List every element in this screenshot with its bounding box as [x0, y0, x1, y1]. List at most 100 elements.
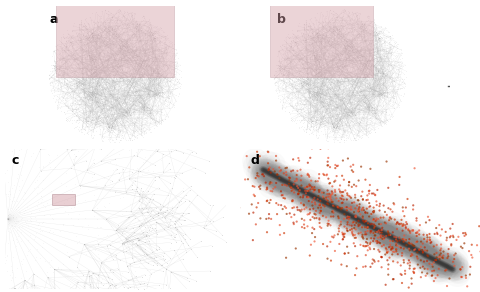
Point	[392, 237, 400, 241]
Point	[154, 71, 162, 76]
Point	[110, 121, 118, 126]
Point	[13, 239, 21, 244]
Point	[274, 175, 281, 180]
Point	[64, 90, 72, 95]
Point	[163, 261, 171, 265]
Point	[358, 33, 366, 38]
Point	[343, 211, 350, 216]
Point	[307, 187, 315, 192]
Point	[385, 227, 393, 232]
Point	[365, 205, 373, 209]
Point	[348, 213, 355, 218]
Point	[408, 233, 416, 238]
Point	[354, 39, 361, 44]
Point	[93, 35, 100, 40]
Point	[375, 116, 383, 121]
Point	[339, 210, 347, 215]
Point	[83, 121, 91, 125]
Point	[126, 112, 133, 116]
Point	[125, 119, 132, 124]
Point	[333, 121, 341, 126]
Point	[161, 40, 168, 44]
Point	[17, 259, 25, 263]
Point	[292, 185, 300, 189]
Point	[302, 97, 310, 101]
Point	[293, 182, 300, 187]
Point	[385, 228, 393, 233]
Point	[387, 207, 395, 212]
Point	[397, 263, 405, 268]
Point	[162, 68, 170, 72]
Point	[300, 188, 307, 193]
Point	[313, 31, 321, 36]
Point	[279, 178, 287, 182]
Point	[350, 216, 358, 221]
Point	[120, 115, 127, 120]
Point	[423, 255, 431, 260]
Point	[83, 80, 91, 85]
Point	[431, 251, 439, 256]
Point	[383, 110, 390, 115]
Point	[370, 217, 378, 221]
Point	[413, 246, 420, 251]
Point	[257, 130, 265, 134]
Point	[402, 205, 410, 210]
Point	[158, 263, 166, 267]
Point	[133, 189, 141, 194]
Point	[336, 196, 344, 201]
Point	[151, 93, 158, 98]
Point	[269, 173, 277, 177]
Point	[137, 58, 144, 63]
Point	[2, 192, 10, 197]
Point	[140, 69, 148, 74]
Point	[359, 47, 366, 52]
Point	[94, 251, 101, 256]
Point	[86, 90, 94, 94]
Point	[296, 186, 303, 191]
Point	[55, 56, 63, 61]
Point	[31, 215, 38, 219]
Point	[310, 127, 317, 132]
Point	[375, 74, 383, 79]
Point	[165, 60, 173, 64]
Point	[27, 154, 35, 158]
Point	[406, 229, 413, 234]
Point	[305, 49, 312, 53]
Point	[405, 244, 413, 248]
Point	[380, 232, 388, 237]
Point	[347, 42, 354, 47]
Point	[394, 239, 401, 244]
Point	[303, 184, 311, 189]
Point	[15, 130, 23, 135]
Point	[136, 128, 144, 133]
Point	[300, 125, 308, 129]
Point	[336, 207, 343, 212]
Point	[365, 132, 372, 136]
Point	[62, 44, 70, 48]
Point	[324, 194, 332, 199]
Point	[314, 58, 322, 62]
Point	[301, 51, 309, 56]
Point	[86, 55, 94, 59]
Point	[348, 22, 356, 27]
Point	[143, 210, 151, 214]
Point	[296, 57, 304, 62]
Point	[148, 226, 156, 230]
Point	[94, 290, 102, 292]
Point	[306, 192, 314, 197]
Point	[372, 102, 380, 107]
Point	[372, 112, 379, 117]
Point	[160, 258, 168, 262]
Point	[348, 124, 356, 128]
Point	[320, 82, 327, 87]
Point	[85, 59, 93, 64]
Point	[432, 258, 439, 262]
Point	[376, 119, 384, 123]
Point	[176, 63, 184, 67]
Point	[64, 52, 72, 57]
Point	[167, 270, 175, 274]
Point	[384, 83, 392, 87]
Point	[88, 122, 96, 126]
Point	[313, 197, 321, 202]
Point	[151, 48, 159, 53]
